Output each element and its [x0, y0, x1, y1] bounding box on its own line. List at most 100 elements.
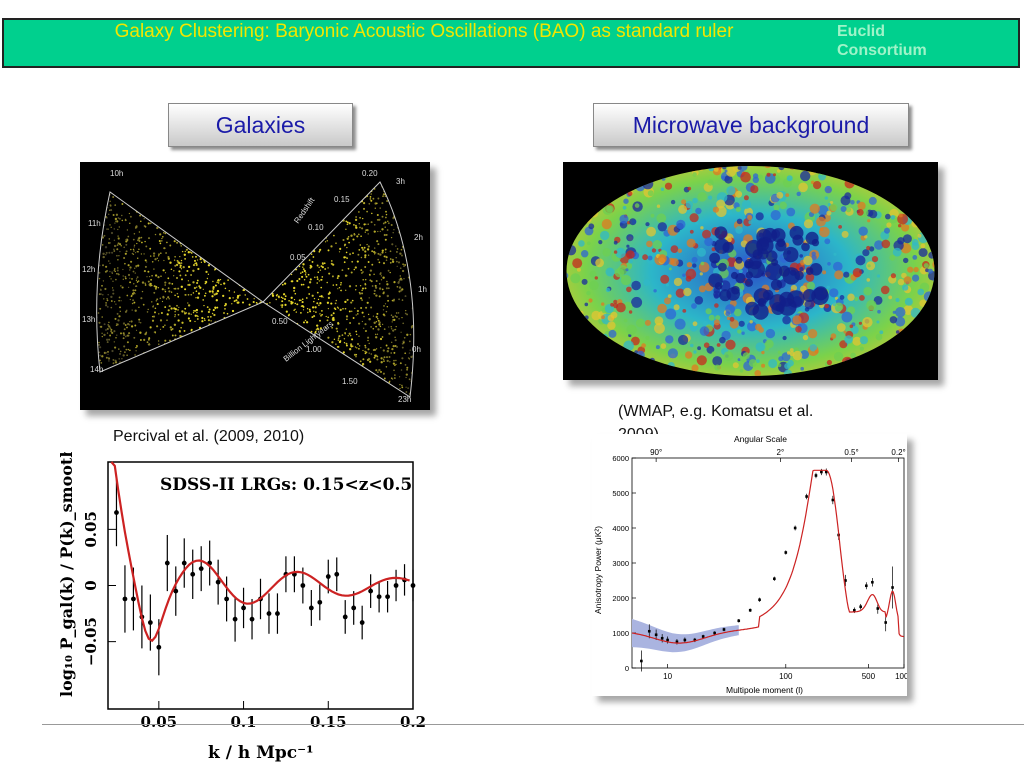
cmb-y-tick-label: 4000 [612, 524, 629, 533]
distance-tick-1: 0.50 [272, 317, 288, 326]
bao-x-tick-label: 0.05 [141, 713, 178, 731]
cmb-y-tick-label: 0 [625, 664, 629, 673]
cmb-data-point [793, 526, 797, 530]
bao-data-point [368, 588, 374, 594]
org-name-line1: Euclid [837, 23, 886, 40]
bao-data-point [266, 611, 272, 616]
redshift-tick-3: 0.15 [334, 195, 350, 204]
cmb-x-label: Multipole moment (l) [726, 685, 803, 695]
bao-x-tick-label: 0.1 [231, 713, 257, 731]
cmb-data-point [748, 608, 752, 612]
hour-tick-23h: 23h [398, 395, 411, 404]
cmb-data-point [865, 584, 868, 588]
bao-data-point [275, 611, 280, 616]
cmb-fit-curve [631, 469, 904, 644]
cmb-y-tick-label: 6000 [612, 454, 629, 463]
cmb-data-point [693, 638, 697, 642]
hour-tick-10h: 10h [110, 169, 123, 178]
wedge-outline-left [96, 191, 265, 373]
cmb-map-image [563, 162, 938, 380]
title-banner: Galaxy Clustering: Baryonic Acoustic Osc… [2, 18, 1020, 68]
wmap-power-spectrum-chart: Angular Scale 10 100 500 1000 0 1000 2000 3000 4… [592, 434, 907, 696]
cmb-plot-frame [631, 457, 905, 669]
hour-tick-13h: 13h [82, 315, 95, 324]
cmb-data-point [891, 586, 894, 589]
bao-data-point [317, 599, 323, 605]
bao-data-point [156, 644, 162, 650]
cmb-data-point [876, 607, 880, 610]
bao-data-point [122, 596, 128, 602]
cmb-data-point [660, 636, 664, 640]
galaxies-button[interactable]: Galaxies [168, 103, 353, 147]
hour-tick-3h: 3h [396, 177, 405, 186]
bao-data-point [164, 560, 170, 566]
cmb-data-point [844, 579, 847, 582]
cmb-top-tick-label: 90° [650, 448, 662, 457]
cmb-y-tick-label: 5000 [612, 489, 629, 498]
wmap-caption-line1: (WMAP, e.g. Komatsu et al. [618, 403, 814, 420]
cmb-data-point [773, 577, 776, 581]
distance-tick-3: 1.50 [342, 377, 358, 386]
slide-title: Galaxy Clustering: Baryonic Acoustic Osc… [114, 21, 734, 42]
cmb-x-tick-label: 100 [779, 672, 793, 681]
bao-y-tick-label: −0.05 [82, 617, 100, 666]
redshift-label: Redshift [292, 195, 317, 225]
cmb-data-point [814, 474, 818, 477]
bao-x-tick-label: 0.15 [310, 713, 347, 731]
cmb-top-tick-label: 0.5° [844, 448, 858, 457]
cmb-data-point [683, 638, 687, 642]
hour-tick-1h: 1h [418, 285, 427, 294]
cmb-top-tick-label: 2° [777, 448, 785, 457]
hour-tick-2h: 2h [414, 233, 423, 242]
bao-data-point [241, 605, 246, 611]
redshift-tick-2: 0.10 [308, 223, 324, 232]
cmb-top-tick-label: 0.2° [891, 448, 905, 457]
bao-data-point [114, 510, 119, 515]
distance-tick-2: 1.00 [306, 345, 322, 354]
bao-y-label: log₁₀ P_gal(k) / P(k)_smooth [57, 452, 76, 697]
bao-fit-curve [110, 461, 410, 643]
bao-data-point [342, 614, 348, 620]
cmb-y-label: Anisotropy Power (μK²) [593, 526, 603, 614]
hour-tick-14h: 14h [90, 365, 103, 374]
hour-tick-0h: 0h [412, 345, 421, 354]
cmb-data-point [784, 551, 788, 554]
galaxies-caption: Percival et al. (2009, 2010) [113, 428, 305, 445]
bao-data-point [308, 605, 314, 611]
cmb-x-tick-label: 1000 [895, 672, 907, 681]
bao-chart-title: SDSS-II LRGs: 0.15<z<0.5 [160, 475, 412, 495]
cmb-data-point [820, 470, 823, 474]
cosmic-variance-band [632, 618, 739, 653]
bao-data-point [359, 620, 365, 625]
cmb-data-point [647, 629, 651, 633]
cmb-data-point [640, 659, 643, 663]
cmb-data-point [737, 619, 741, 623]
cmb-y-tick-label: 1000 [612, 629, 629, 638]
bao-data-point [300, 583, 306, 588]
bao-data-point [325, 574, 331, 579]
hour-tick-12h: 12h [82, 265, 95, 274]
bao-data-point [173, 588, 179, 594]
bao-data-point [190, 571, 196, 577]
cmb-y-tick-label: 3000 [612, 559, 629, 568]
microwave-background-button[interactable]: Microwave background [593, 103, 909, 147]
cmb-data-point [701, 635, 705, 638]
bao-y-tick-label: 0.05 [82, 511, 100, 548]
bao-data-point [393, 583, 399, 588]
bao-data-point [198, 566, 204, 572]
cmb-data-point [853, 608, 856, 612]
redshift-tick-1: 0.05 [290, 253, 306, 262]
wedge-outline-right [262, 181, 415, 398]
bao-x-label: k / h Mpc⁻¹ [208, 743, 314, 763]
bao-data-point [181, 560, 187, 566]
bao-data-point [232, 616, 238, 622]
bao-y-tick-label: 0 [82, 580, 100, 590]
galaxy-wedge-right [263, 182, 414, 397]
cmb-data-point [859, 605, 862, 609]
galaxy-distribution [96, 182, 414, 397]
cmb-data-point [884, 621, 887, 624]
cmb-x-tick-label: 500 [862, 672, 876, 681]
bao-data-point [215, 579, 221, 585]
cmb-data-point [824, 470, 828, 474]
bao-data-point [249, 616, 255, 622]
